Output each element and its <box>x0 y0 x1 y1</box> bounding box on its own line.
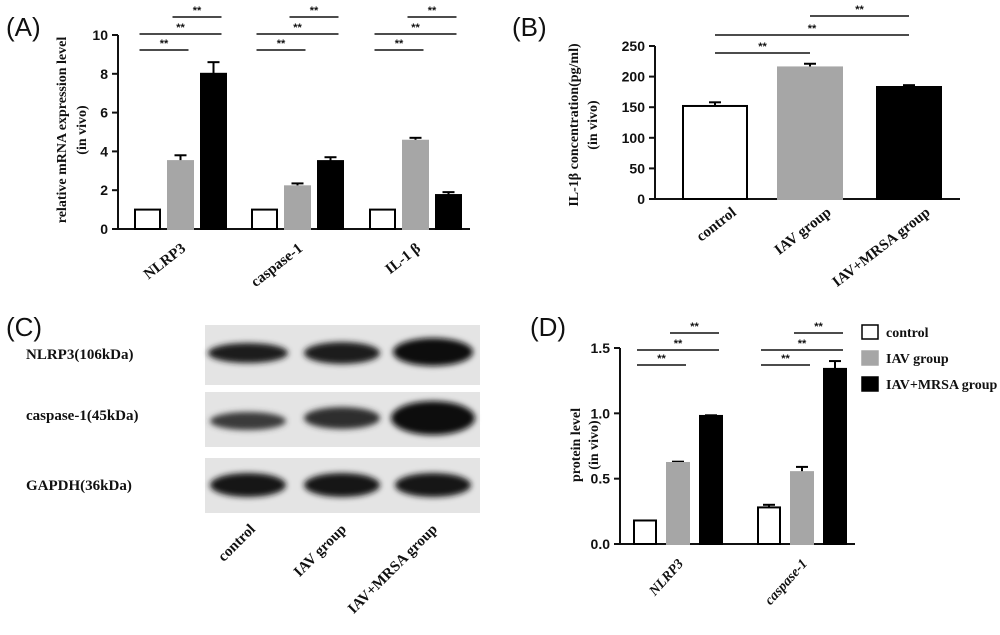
panel-d-bar-1-1 <box>790 471 814 545</box>
panel-d-sig-5-label: ** <box>814 321 823 333</box>
panel-b-ytick-label-5: 250 <box>622 38 646 54</box>
blot-label-caspase1: caspase-1(45kDa) <box>26 408 139 424</box>
panel-a-bar-0-1 <box>167 160 194 231</box>
legend-swatch-iav <box>861 350 879 366</box>
panel-b-bar-0 <box>682 104 748 200</box>
panel-a-bar-2-2 <box>435 194 462 231</box>
panel-a-sig-5-label: ** <box>310 5 319 17</box>
panel-d-sig-3-label: ** <box>781 353 790 365</box>
panel-d-letter: (D) <box>530 312 566 342</box>
legend-label-control: control <box>886 326 929 341</box>
legend-label-combo: IAV+MRSA group <box>886 378 998 393</box>
panel-b-ylabel-2: (in vivo) <box>586 100 601 150</box>
panel-d-bar-1-0 <box>757 506 781 545</box>
panel-d-sig-2-label: ** <box>690 321 699 333</box>
panel-a-ylabel-2: (in vivo) <box>75 105 90 155</box>
panel-d-ylabel-1: protein level <box>569 408 584 482</box>
legend-swatch-control <box>861 324 879 340</box>
panel-a-bar-2-1 <box>402 139 429 230</box>
panel-b-ylabel-1: IL-1β concentration(pg/ml) <box>567 43 582 207</box>
panel-d-sig-0-label: ** <box>657 353 666 365</box>
panel-a-ytick-label-2: 4 <box>100 143 108 159</box>
panel-a-bar-0-0 <box>134 208 161 231</box>
panel-d-bar-1-2 <box>823 367 847 546</box>
panel-d-ytick-label-3: 1.5 <box>591 340 611 356</box>
blot-label-nlrp3: NLRP3(106kDa) <box>26 347 134 363</box>
panel-a-bar-2-0 <box>369 208 396 231</box>
legend-swatch-combo <box>861 376 879 392</box>
panel-a-bar-1-0 <box>251 208 278 231</box>
panel-d-category-0: NLRP3 <box>646 557 687 600</box>
panel-a-category-0: NLRP3 <box>141 241 189 283</box>
panel-a-sig-7-label: ** <box>411 22 420 34</box>
panel-d-ylabel-2: (in vivo) <box>587 420 602 470</box>
panel-b-ytick-label-1: 50 <box>629 160 645 176</box>
panel-a-ytick-label-4: 8 <box>100 66 108 82</box>
panel-a-sig-0-label: ** <box>160 38 169 50</box>
band-caspase1-iav <box>304 407 380 429</box>
panel-d: (D) protein level (in vivo) control IAV … <box>530 312 998 608</box>
panel-b-category-1: IAV group <box>772 205 835 259</box>
blot-lane-iav: IAV group <box>291 522 350 581</box>
blot-lane-control: control <box>215 522 259 566</box>
panel-a: (A) relative mRNA expression level (in v… <box>6 5 470 291</box>
panel-a-ylabel-1: relative mRNA expression level <box>55 37 70 224</box>
panel-a-ytick-label-1: 2 <box>100 182 108 198</box>
panel-b-ytick-label-0: 0 <box>637 191 645 207</box>
panel-b-category-0: control <box>694 205 740 246</box>
panel-a-bar-1-1 <box>284 185 311 231</box>
panel-b-ytick-label-3: 150 <box>622 99 646 115</box>
panel-d-ytick-label-1: 0.5 <box>591 471 611 487</box>
panel-d-sig-4-label: ** <box>798 338 807 350</box>
panel-a-ytick-label-5: 10 <box>92 27 108 43</box>
panel-b-sig-0-label: ** <box>758 41 767 53</box>
panel-a-sig-8-label: ** <box>428 5 437 17</box>
panel-a-sig-2-label: ** <box>193 5 202 17</box>
blot-label-gapdh: GAPDH(36kDa) <box>26 478 132 494</box>
panel-a-sig-4-label: ** <box>293 22 302 34</box>
panel-a-bar-1-2 <box>317 160 344 231</box>
panel-a-sig-1-label: ** <box>176 22 185 34</box>
panel-b-bar-1 <box>777 66 843 200</box>
panel-c-letter: (C) <box>6 312 42 342</box>
band-nlrp3-control <box>208 343 288 363</box>
panel-a-bar-0-2 <box>200 72 227 230</box>
panel-b-category-2: IAV+MRSA group <box>830 205 934 291</box>
panel-a-letter: (A) <box>6 12 41 42</box>
panel-a-category-1: caspase-1 <box>248 241 306 291</box>
panel-d-category-1: caspase-1 <box>762 557 811 609</box>
panel-a-category-2: IL-1 β <box>383 240 424 277</box>
panel-d-bar-0-0 <box>633 519 657 545</box>
panel-d-ytick-label-2: 1.0 <box>591 405 611 421</box>
band-gapdh-control <box>210 473 286 497</box>
panel-a-sig-3-label: ** <box>277 38 286 50</box>
panel-c: (C) NLRP3(106kDa) caspase-1(45kDa) GAPDH… <box>6 312 480 617</box>
panel-b-sig-1-label: ** <box>808 23 817 35</box>
panel-b-sig-2-label: ** <box>855 4 864 16</box>
legend-label-iav: IAV group <box>886 352 949 367</box>
legend: control IAV group IAV+MRSA group <box>861 324 998 393</box>
blot-lane-combo: IAV+MRSA group <box>345 522 441 618</box>
panel-d-ytick-label-0: 0.0 <box>591 536 611 552</box>
band-gapdh-iav <box>304 473 380 497</box>
panel-a-sig-6-label: ** <box>395 38 404 50</box>
band-caspase1-combo <box>391 401 475 435</box>
panel-a-ytick-label-3: 6 <box>100 105 108 121</box>
band-gapdh-combo <box>395 473 471 497</box>
panel-d-bar-0-2 <box>699 414 723 545</box>
panel-d-bar-0-1 <box>666 461 690 545</box>
band-nlrp3-iav <box>304 342 380 364</box>
panel-d-sig-1-label: ** <box>674 338 683 350</box>
panel-a-ytick-label-0: 0 <box>100 221 108 237</box>
panel-b-letter: (B) <box>512 12 547 42</box>
panel-b: (B) IL-1β concentration(pg/ml) (in vivo)… <box>512 4 960 291</box>
band-nlrp3-combo <box>393 338 473 366</box>
panel-b-ytick-label-4: 200 <box>622 69 646 85</box>
panel-b-ytick-label-2: 100 <box>622 130 646 146</box>
panel-b-bar-2 <box>876 86 942 200</box>
band-caspase1-control <box>210 412 286 430</box>
